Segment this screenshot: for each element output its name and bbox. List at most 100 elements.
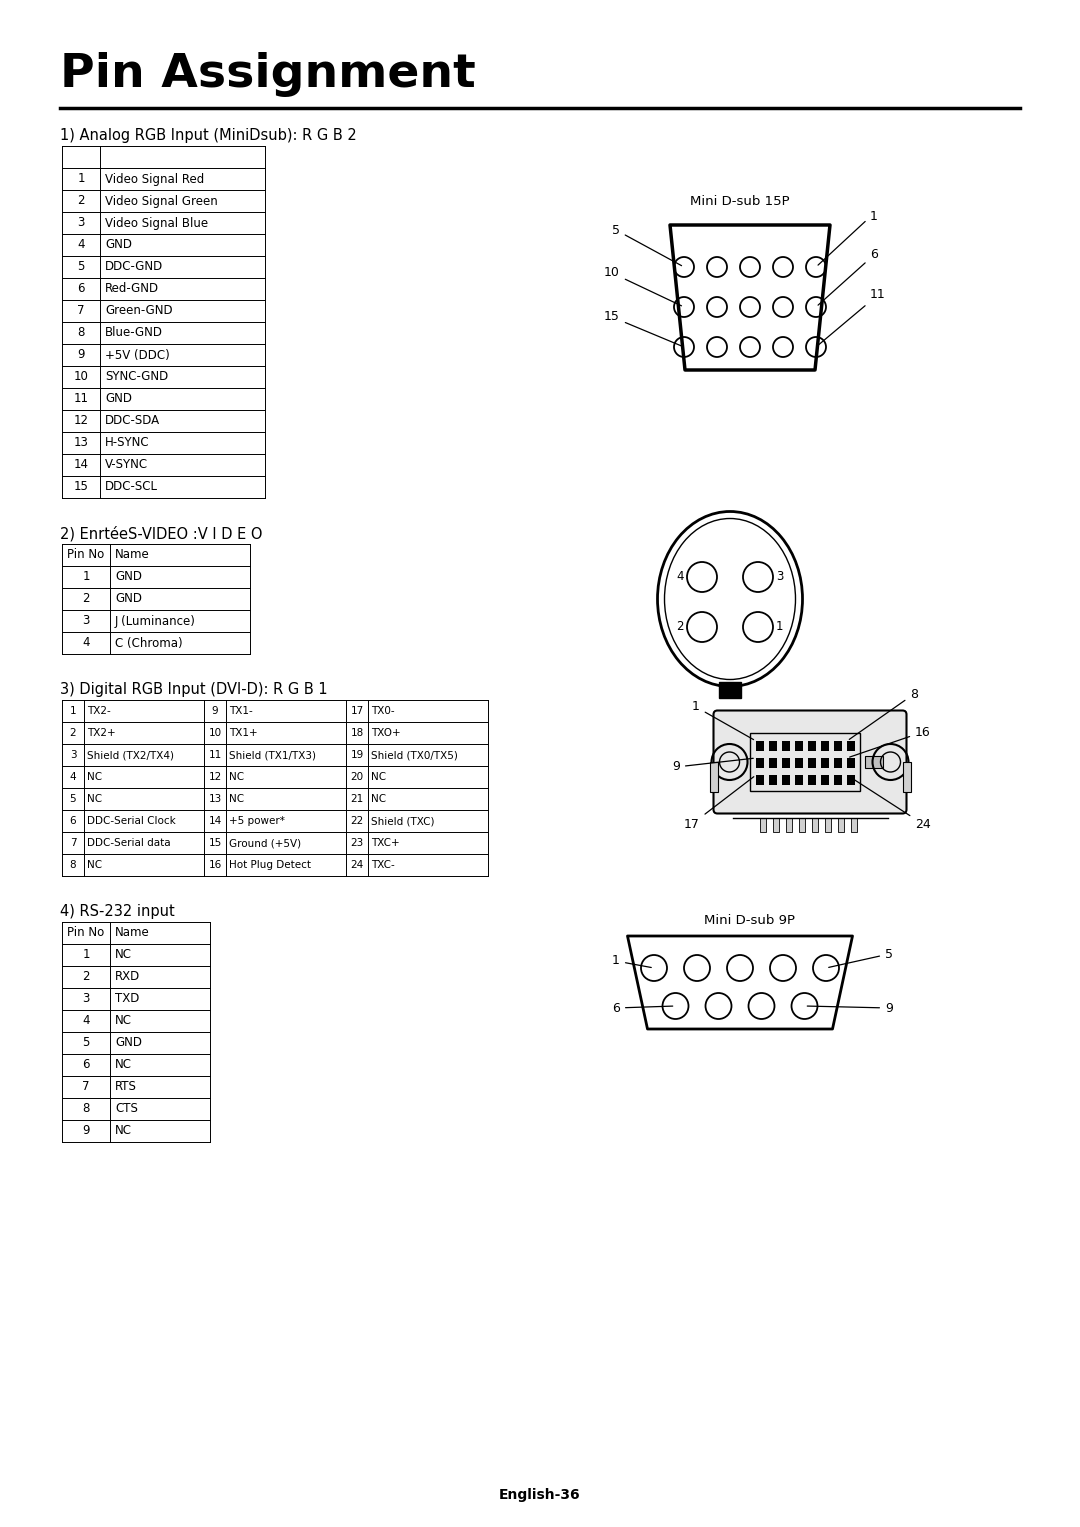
Bar bbox=[812, 817, 818, 832]
Text: DDC-GND: DDC-GND bbox=[105, 261, 163, 273]
Text: 11: 11 bbox=[73, 392, 89, 406]
Text: Shield (TX1/TX3): Shield (TX1/TX3) bbox=[229, 750, 316, 760]
Text: J (Luminance): J (Luminance) bbox=[114, 614, 195, 628]
Text: NC: NC bbox=[229, 794, 244, 805]
Text: DDC-Serial Clock: DDC-Serial Clock bbox=[87, 815, 176, 826]
Text: 6: 6 bbox=[82, 1058, 90, 1072]
Text: 1: 1 bbox=[82, 571, 90, 583]
Text: 12: 12 bbox=[208, 773, 221, 782]
Text: GND: GND bbox=[114, 592, 141, 606]
Text: 3: 3 bbox=[82, 614, 90, 628]
Text: GND: GND bbox=[114, 1037, 141, 1049]
Text: 1: 1 bbox=[777, 620, 783, 634]
Text: Pin No: Pin No bbox=[67, 927, 105, 939]
Bar bbox=[847, 741, 855, 751]
Bar bbox=[799, 817, 805, 832]
Text: Ground (+5V): Ground (+5V) bbox=[229, 838, 301, 847]
FancyBboxPatch shape bbox=[714, 710, 906, 814]
Text: 15: 15 bbox=[604, 310, 681, 347]
Text: 6: 6 bbox=[78, 282, 84, 296]
Bar bbox=[773, 817, 779, 832]
Bar bbox=[851, 817, 858, 832]
Text: 10: 10 bbox=[208, 728, 221, 738]
Text: 19: 19 bbox=[350, 750, 364, 760]
Bar bbox=[821, 757, 829, 768]
Text: TX2+: TX2+ bbox=[87, 728, 116, 738]
Text: 2: 2 bbox=[82, 971, 90, 983]
Text: NC: NC bbox=[114, 1014, 132, 1028]
Text: 3: 3 bbox=[777, 571, 783, 583]
Text: 16: 16 bbox=[850, 725, 931, 757]
Text: 24: 24 bbox=[849, 777, 931, 831]
Text: 3) Digital RGB Input (DVI-D): R G B 1: 3) Digital RGB Input (DVI-D): R G B 1 bbox=[60, 683, 327, 696]
Text: Shield (TX2/TX4): Shield (TX2/TX4) bbox=[87, 750, 174, 760]
Text: 2: 2 bbox=[82, 592, 90, 606]
Text: 1: 1 bbox=[818, 211, 878, 266]
Text: Name: Name bbox=[114, 927, 150, 939]
Text: GND: GND bbox=[114, 571, 141, 583]
Text: 15: 15 bbox=[208, 838, 221, 847]
Bar bbox=[834, 757, 842, 768]
Text: 12: 12 bbox=[73, 414, 89, 428]
Text: 17: 17 bbox=[350, 705, 364, 716]
Text: RXD: RXD bbox=[114, 971, 140, 983]
Text: TXD: TXD bbox=[114, 993, 139, 1005]
Text: 14: 14 bbox=[73, 458, 89, 472]
Text: TX0-: TX0- bbox=[372, 705, 394, 716]
Text: 9: 9 bbox=[672, 759, 753, 774]
Bar bbox=[769, 776, 777, 785]
FancyBboxPatch shape bbox=[903, 762, 910, 793]
Bar bbox=[750, 733, 860, 791]
Text: 16: 16 bbox=[208, 860, 221, 870]
Text: 14: 14 bbox=[208, 815, 221, 826]
Text: Video Signal Blue: Video Signal Blue bbox=[105, 217, 208, 229]
Bar bbox=[756, 776, 764, 785]
Text: V-SYNC: V-SYNC bbox=[105, 458, 148, 472]
Text: SYNC-GND: SYNC-GND bbox=[105, 371, 168, 383]
Text: 17: 17 bbox=[684, 777, 754, 831]
Bar bbox=[821, 741, 829, 751]
Bar bbox=[756, 757, 764, 768]
Bar bbox=[795, 776, 804, 785]
Bar bbox=[821, 776, 829, 785]
Text: GND: GND bbox=[105, 392, 132, 406]
Bar bbox=[834, 741, 842, 751]
Text: 2: 2 bbox=[70, 728, 77, 738]
Text: 24: 24 bbox=[350, 860, 364, 870]
Text: 4: 4 bbox=[676, 571, 684, 583]
Text: 6: 6 bbox=[612, 1002, 673, 1014]
Text: 1: 1 bbox=[70, 705, 77, 716]
Text: 8: 8 bbox=[70, 860, 77, 870]
Bar bbox=[782, 741, 789, 751]
Text: 7: 7 bbox=[70, 838, 77, 847]
Text: 5: 5 bbox=[78, 261, 84, 273]
Text: TX1+: TX1+ bbox=[229, 728, 258, 738]
Text: English-36: English-36 bbox=[499, 1487, 581, 1503]
Text: 18: 18 bbox=[350, 728, 364, 738]
Bar bbox=[756, 741, 764, 751]
Text: Shield (TXC): Shield (TXC) bbox=[372, 815, 434, 826]
Text: Pin Assignment: Pin Assignment bbox=[60, 52, 476, 98]
Text: Hot Plug Detect: Hot Plug Detect bbox=[229, 860, 311, 870]
Text: NC: NC bbox=[87, 794, 103, 805]
Text: TXC-: TXC- bbox=[372, 860, 395, 870]
Bar bbox=[847, 757, 855, 768]
Text: 5: 5 bbox=[70, 794, 77, 805]
Text: 4: 4 bbox=[82, 637, 90, 649]
Text: 3: 3 bbox=[78, 217, 84, 229]
Text: Video Signal Green: Video Signal Green bbox=[105, 194, 218, 208]
Text: Green-GND: Green-GND bbox=[105, 304, 173, 318]
Text: 4: 4 bbox=[70, 773, 77, 782]
Text: +5V (DDC): +5V (DDC) bbox=[105, 348, 170, 362]
Bar bbox=[719, 681, 741, 698]
Text: 20: 20 bbox=[350, 773, 364, 782]
Text: CTS: CTS bbox=[114, 1102, 138, 1116]
Text: 23: 23 bbox=[350, 838, 364, 847]
Text: NC: NC bbox=[372, 794, 387, 805]
Text: TXC+: TXC+ bbox=[372, 838, 400, 847]
Text: C (Chroma): C (Chroma) bbox=[114, 637, 183, 649]
Text: 1: 1 bbox=[82, 948, 90, 962]
Bar bbox=[760, 817, 766, 832]
Text: RTS: RTS bbox=[114, 1081, 137, 1093]
Text: DDC-Serial data: DDC-Serial data bbox=[87, 838, 171, 847]
